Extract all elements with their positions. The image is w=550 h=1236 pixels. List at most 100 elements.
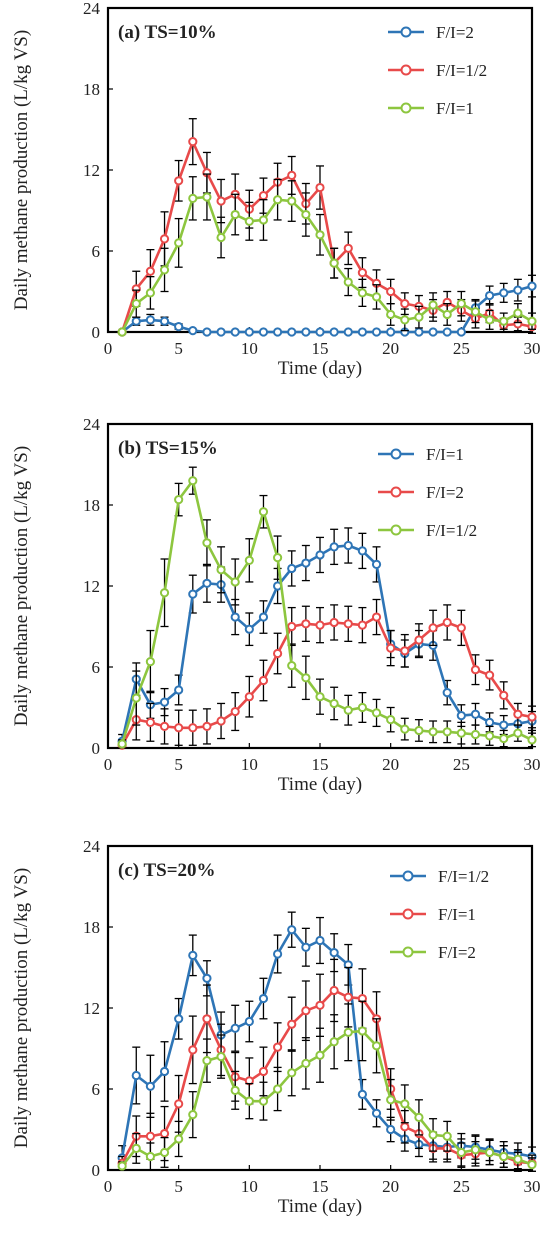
- data-point: [499, 733, 509, 744]
- data-point: [357, 1026, 367, 1036]
- data-point: [442, 309, 452, 320]
- series-line: [120, 988, 533, 1165]
- y-tick-label: 24: [83, 415, 101, 434]
- data-point: [456, 728, 466, 738]
- data-point: [216, 327, 226, 337]
- y-tick-label: 24: [83, 837, 101, 856]
- data-point: [273, 949, 283, 959]
- data-point: [499, 690, 509, 700]
- series-line: [120, 195, 533, 333]
- data-point: [386, 327, 396, 337]
- data-point: [273, 648, 283, 659]
- data-point: [343, 992, 353, 1002]
- data-point: [499, 316, 509, 326]
- data-point: [386, 643, 396, 653]
- data-point: [343, 540, 353, 551]
- data-point: [202, 1014, 212, 1024]
- x-tick-label: 10: [241, 755, 258, 774]
- data-point: [456, 299, 466, 309]
- data-point: [329, 1037, 339, 1047]
- data-point: [513, 308, 523, 318]
- data-point: [188, 137, 198, 147]
- legend-label: F/I=1/2: [438, 867, 489, 886]
- data-point: [513, 285, 523, 295]
- x-tick-label: 15: [312, 755, 329, 774]
- data-point: [273, 327, 283, 337]
- data-point: [371, 612, 382, 622]
- data-point: [258, 1066, 269, 1077]
- data-point: [117, 1161, 127, 1171]
- y-tick-label: 18: [83, 80, 100, 99]
- data-point: [145, 1151, 155, 1162]
- data-point: [258, 612, 269, 622]
- data-point: [386, 715, 396, 725]
- data-point: [202, 538, 212, 548]
- x-tick-label: 5: [174, 755, 183, 774]
- y-axis-label: Daily methane production (L/kg VS): [11, 30, 32, 310]
- y-axis-label: Daily methane production (L/kg VS): [11, 868, 32, 1148]
- data-point: [343, 1027, 353, 1037]
- x-tick-label: 20: [382, 755, 399, 774]
- data-point: [301, 209, 311, 220]
- legend-label: F/I=2: [438, 943, 476, 962]
- x-tick-label: 25: [453, 339, 470, 358]
- y-tick-label: 12: [83, 161, 100, 180]
- data-point: [485, 315, 495, 325]
- data-point: [442, 617, 452, 628]
- data-point: [428, 727, 438, 737]
- data-point: [371, 708, 382, 718]
- data-point: [188, 476, 198, 486]
- data-point: [386, 309, 396, 320]
- legend-marker: [400, 64, 412, 76]
- data-point: [357, 620, 367, 630]
- data-point: [400, 299, 410, 309]
- x-tick-label: 30: [524, 1177, 541, 1196]
- panel-label: (a) TS=10%: [118, 22, 217, 43]
- x-tick-label: 20: [382, 1177, 399, 1196]
- data-point: [287, 196, 297, 206]
- data-point: [499, 288, 509, 298]
- data-point: [329, 327, 339, 337]
- data-point: [159, 316, 170, 326]
- data-point: [188, 589, 198, 599]
- data-point: [400, 646, 410, 656]
- data-point: [301, 673, 311, 683]
- y-tick-label: 0: [92, 739, 101, 758]
- data-point: [230, 612, 240, 622]
- legend-marker: [402, 870, 414, 882]
- data-point: [499, 720, 509, 730]
- data-point: [202, 192, 212, 202]
- legend-marker: [400, 102, 412, 114]
- data-point: [131, 1143, 141, 1154]
- x-tick-label: 10: [241, 339, 258, 358]
- data-point: [216, 1052, 226, 1062]
- data-point: [273, 553, 283, 563]
- data-point: [258, 327, 269, 337]
- data-point: [301, 327, 311, 337]
- data-point: [188, 1110, 198, 1120]
- series-3: [117, 1000, 537, 1172]
- data-point: [343, 277, 353, 287]
- data-point: [174, 1014, 184, 1024]
- data-point: [258, 1096, 269, 1106]
- data-point: [273, 195, 283, 205]
- data-point: [131, 1070, 141, 1081]
- data-point: [442, 1131, 452, 1141]
- data-point: [400, 315, 410, 325]
- data-point: [117, 327, 127, 337]
- y-tick-label: 0: [92, 1161, 101, 1180]
- x-axis-label: Time (day): [278, 1196, 362, 1217]
- data-point: [301, 942, 311, 952]
- y-tick-label: 6: [92, 658, 101, 677]
- data-point: [244, 1016, 254, 1027]
- series-line: [120, 927, 533, 1159]
- data-point: [258, 675, 269, 686]
- data-point: [470, 307, 481, 317]
- data-point: [301, 619, 311, 629]
- data-point: [414, 725, 424, 736]
- data-point: [159, 265, 170, 275]
- data-point: [315, 327, 325, 337]
- data-point: [371, 1041, 382, 1051]
- panel-3: 0 6 12 18 24 0 5 10 15 20 25 30 Time (day) Daily meth…: [11, 837, 541, 1217]
